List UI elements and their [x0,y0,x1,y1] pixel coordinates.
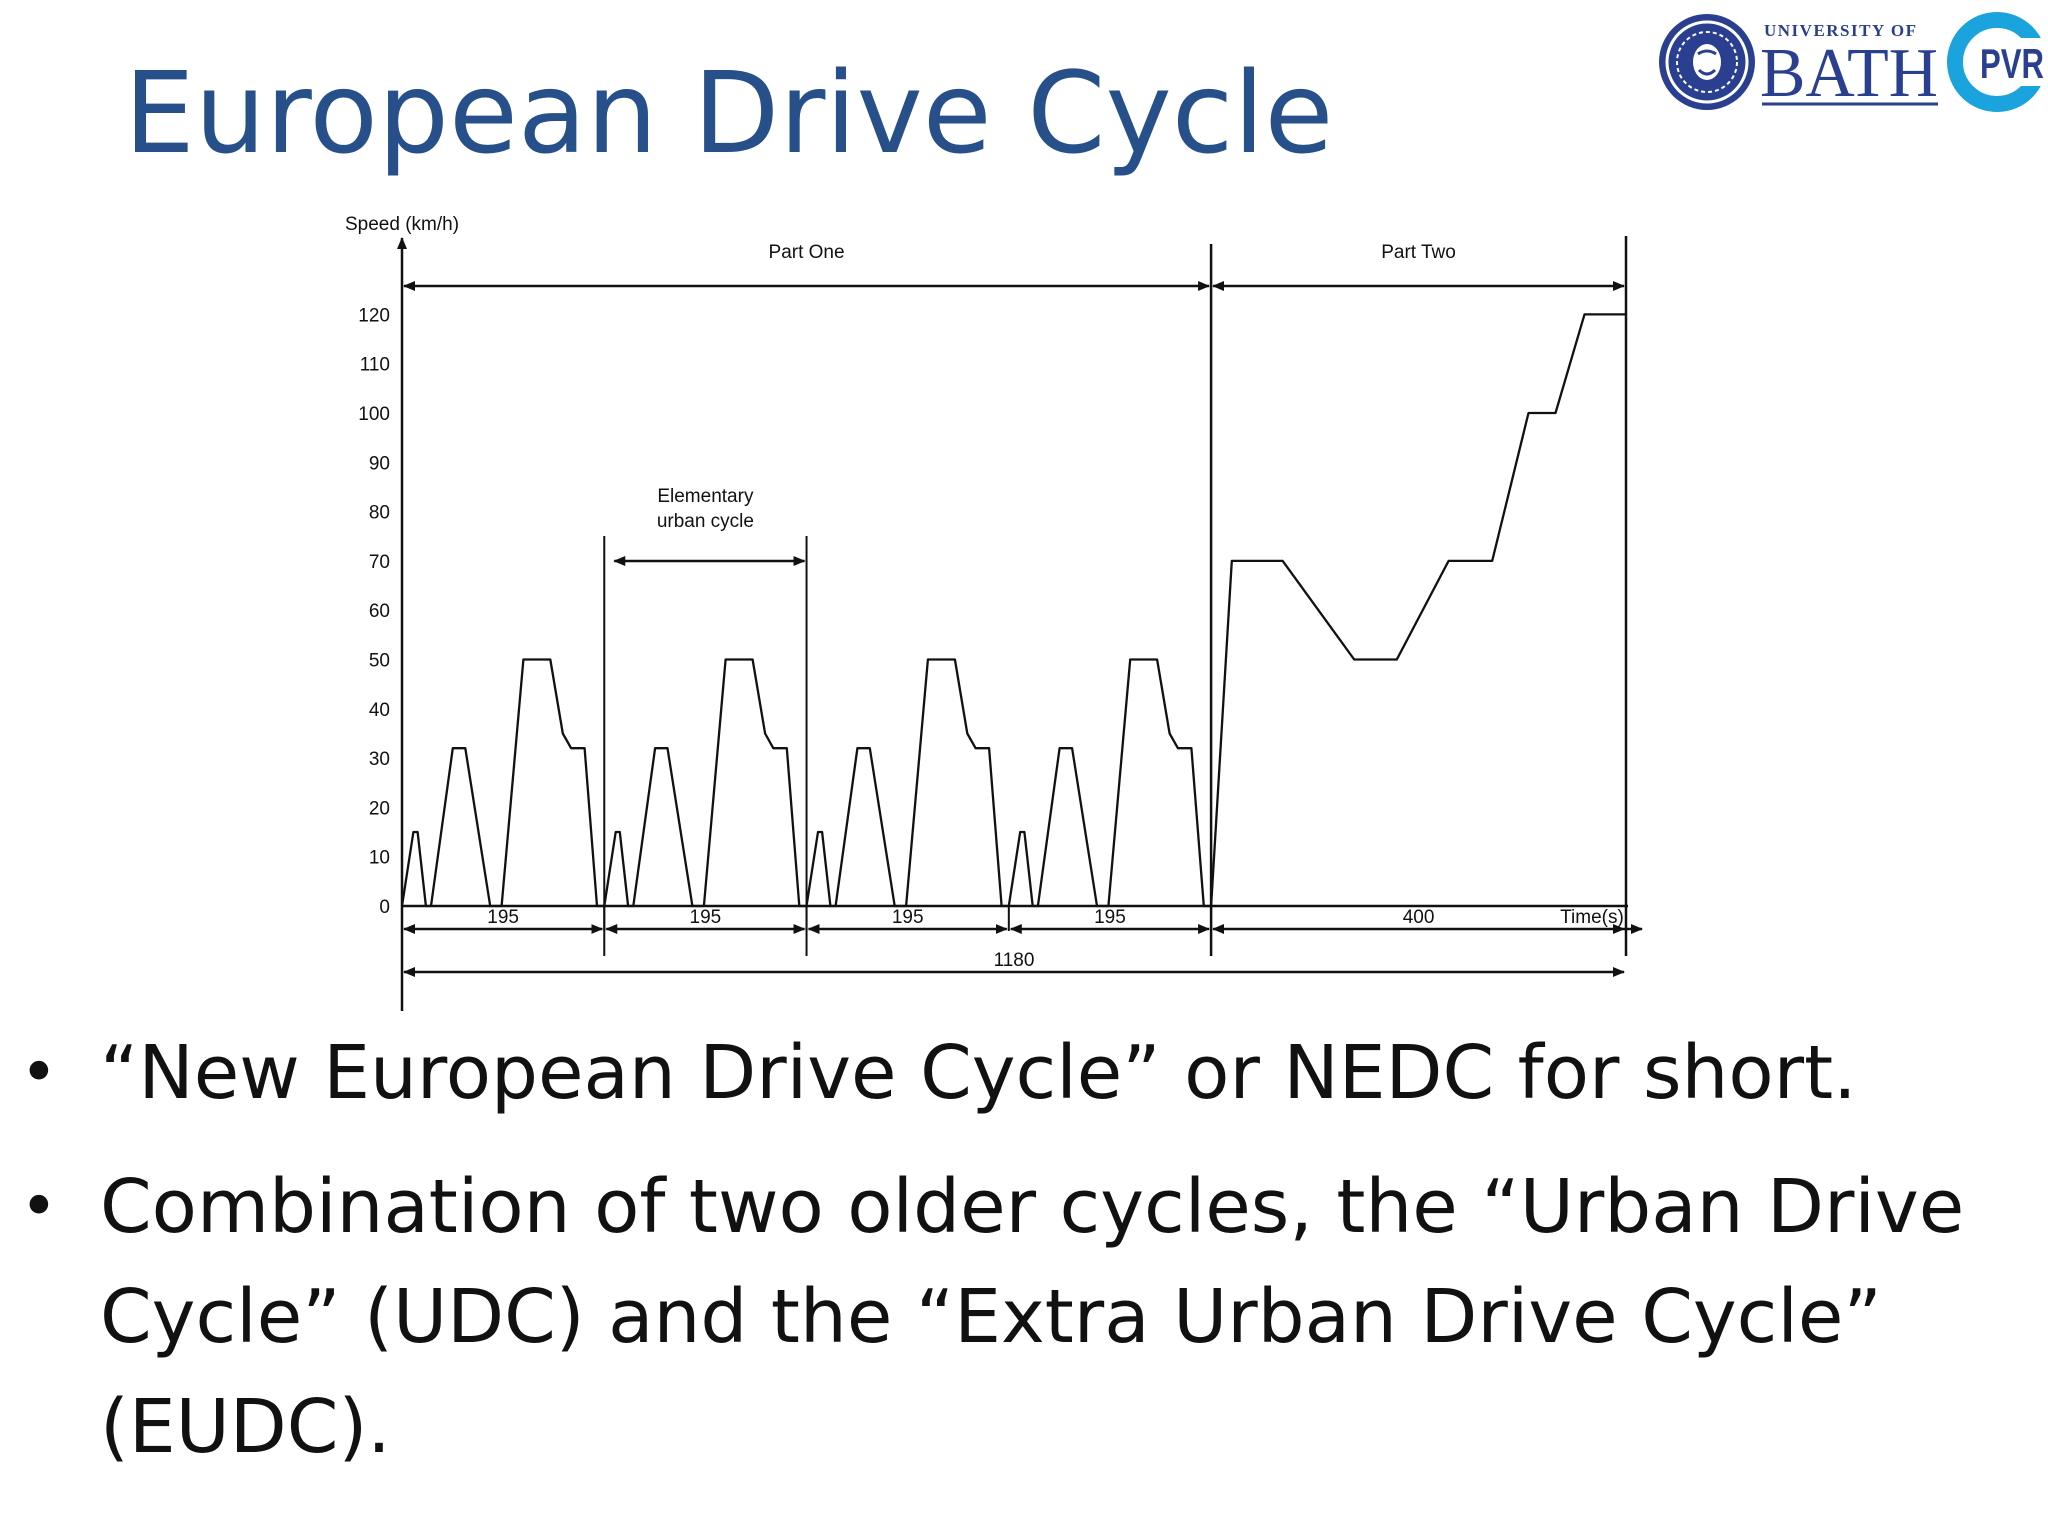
bullet-item-nedc: • “New European Drive Cycle” or NEDC for… [20,1018,2030,1128]
bullet-text: Combination of two older cycles, the “Ur… [100,1164,1965,1470]
slide-title: European Drive Cycle [124,49,1334,179]
logo-pvr: PVR [1980,40,2044,87]
y-tick-label: 60 [369,601,390,622]
logo-bath: BATH [1760,35,1938,112]
segment-duration-label: 195 [892,907,924,928]
pvr-logo-icon: PVR [1947,12,2044,112]
university-seal-icon [1659,14,1755,110]
y-tick-label: 10 [369,848,390,869]
y-tick-label: 0 [379,897,390,918]
y-tick-label: 30 [369,749,390,770]
university-logo: UNIVERSITY OF BATH PVR [1659,12,2044,112]
part-two-label: Part Two [1381,242,1456,263]
bullet-item-combination: • Combination of two older cycles, the “… [20,1152,2030,1482]
segment-duration-label: 195 [487,907,519,928]
y-tick-label: 90 [369,453,390,474]
y-axis-label: Speed (km/h) [345,214,459,235]
bullet-list: • “New European Drive Cycle” or NEDC for… [20,1018,2030,1506]
y-tick-label: 110 [360,355,390,376]
x-axis-label: Time(s) [1560,907,1624,928]
bullet-icon: • [20,1170,58,1244]
y-tick-label: 20 [369,798,390,819]
elementary-cycle-label: Elementary [657,486,754,507]
segment-duration-label: 195 [1094,907,1126,928]
y-tick-label: 50 [369,651,390,672]
bullet-text: “New European Drive Cycle” or NEDC for s… [100,1030,1857,1116]
y-tick-label: 40 [369,700,390,721]
y-tick-label: 80 [369,503,390,524]
elementary-cycle-label: urban cycle [657,511,754,532]
speed-trace-line [400,313,1626,908]
logo-university-of: UNIVERSITY OF [1764,21,1917,40]
total-duration-label: 1180 [994,950,1035,971]
y-tick-label: 70 [369,552,390,573]
segment-duration-label: 195 [690,907,722,928]
part-one-label: Part One [769,242,845,263]
y-tick-label: 120 [358,305,390,326]
segment-duration-label: 400 [1403,907,1435,928]
drive-cycle-chart: Speed (km/h) 0 10 20 30 40 50 60 70 80 90 100 110 120… [345,214,1643,1011]
y-tick-label: 100 [358,404,390,425]
bullet-icon: • [20,1036,58,1110]
